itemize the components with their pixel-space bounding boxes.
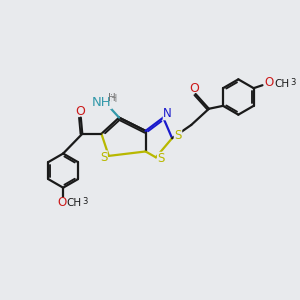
- Text: H: H: [108, 93, 116, 103]
- Text: NH: NH: [92, 95, 111, 109]
- Text: 3: 3: [290, 78, 295, 87]
- Text: CH: CH: [274, 79, 289, 89]
- Text: S: S: [174, 129, 182, 142]
- Text: H: H: [110, 94, 117, 104]
- Text: NH: NH: [94, 96, 112, 110]
- Text: O: O: [189, 82, 199, 95]
- Text: CH: CH: [67, 198, 82, 208]
- Text: 3: 3: [82, 197, 88, 206]
- Text: N: N: [163, 107, 172, 120]
- Text: O: O: [265, 76, 274, 89]
- Text: O: O: [58, 196, 67, 209]
- Text: S: S: [158, 152, 165, 165]
- Text: S: S: [100, 151, 107, 164]
- Text: O: O: [75, 105, 85, 118]
